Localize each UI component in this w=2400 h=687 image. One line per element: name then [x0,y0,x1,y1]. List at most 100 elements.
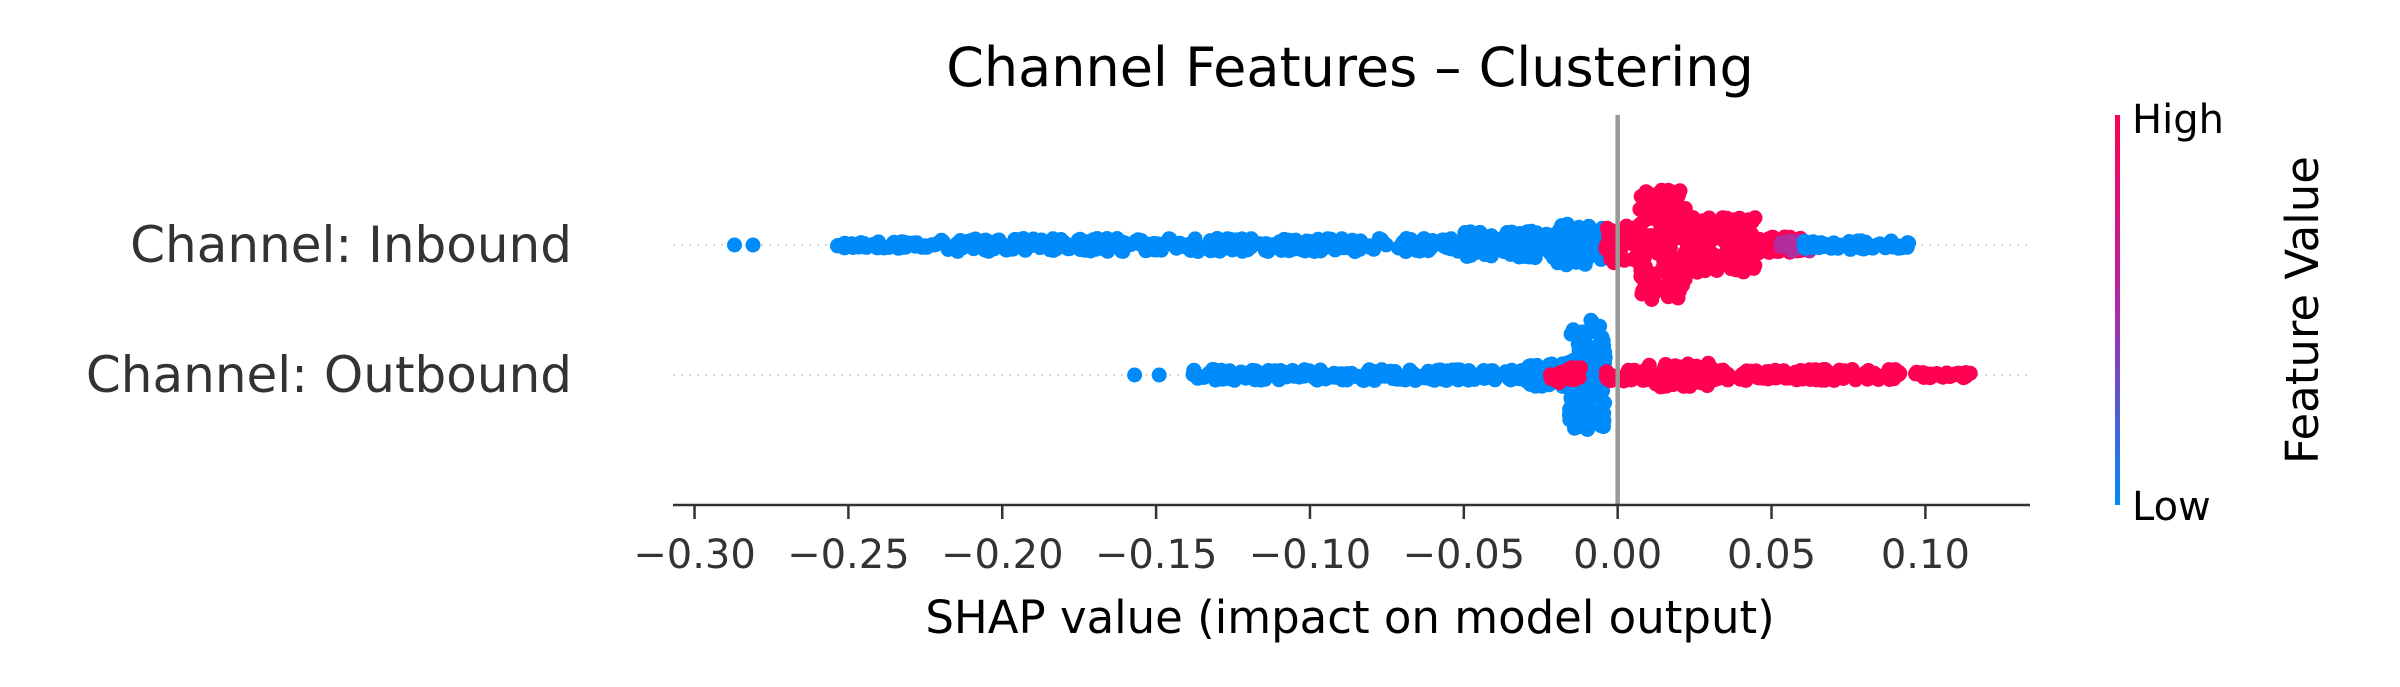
shap-point [1477,247,1493,263]
x-tick-label: −0.20 [941,532,1064,578]
beeswarm-points [727,182,1978,437]
feature-points [1127,312,1978,437]
shap-point [1910,365,1926,381]
shap-point [1638,186,1653,201]
shap-point [1688,231,1704,247]
shap-point [985,237,1001,253]
shap-point [1358,367,1374,383]
shap-point [1240,365,1256,381]
x-tick-label: −0.25 [787,532,910,578]
shap-point [1593,342,1609,358]
shap-point [1742,256,1758,272]
shap-point [1582,410,1598,426]
shap-point [1216,233,1231,249]
shap-point [1264,237,1280,253]
shap-point [1426,233,1442,249]
shap-point [1261,363,1276,378]
colorbar [2115,115,2120,505]
shap-point [1878,367,1893,383]
shap-point [884,238,900,254]
shap-point [1246,236,1262,252]
x-axis-ticks: −0.30 −0.25 −0.20 −0.15 −0.10 −0.05 0.00 0.05 0.… [633,505,1970,578]
shap-point [1557,370,1572,386]
feature-points [727,182,1917,307]
shap-point [851,239,867,255]
feature-labels: Channel: Inbound Channel: Outbound [86,216,572,404]
shap-point [1599,364,1615,380]
shap-point [1922,366,1938,382]
shap-point [1669,282,1685,298]
shap-point [1632,217,1648,232]
shap-point [1151,367,1167,383]
x-tick-label: −0.30 [633,532,756,578]
shap-point [1600,222,1616,238]
shap-point [1828,367,1844,383]
shap-point [1159,235,1175,251]
shap-point [1228,236,1244,252]
shap-point [1423,371,1438,387]
shap-point [1463,248,1479,263]
shap-point [1761,241,1777,257]
shap-point [1187,231,1203,247]
shap-point [1689,358,1704,374]
shap-point [1842,241,1858,257]
shap-point [1213,362,1229,378]
shap-point [1653,190,1668,206]
shap-point [1734,217,1750,233]
shap-point [1562,412,1578,428]
shap-point [727,237,742,253]
shap-point [1663,253,1679,269]
shap-point [1018,239,1034,255]
shap-point [1045,231,1061,247]
shap-point [1848,372,1864,388]
shap-point [1817,236,1833,252]
shap-point [745,237,761,253]
shap-point [1666,185,1681,201]
shap-point [1596,412,1612,428]
shap-point [1619,218,1634,234]
shap-point [1651,369,1667,385]
shap-point [1279,369,1294,385]
shap-point [1570,233,1586,249]
chart-title: Channel Features – Clustering [946,36,1754,99]
shap-point [1410,242,1426,257]
shap-point [1616,373,1632,389]
feature-label: Channel: Inbound [130,216,572,274]
shap-point [1309,372,1325,388]
shap-point [1597,395,1613,411]
shap-point [1641,357,1657,373]
x-tick-label: −0.10 [1249,532,1372,578]
shap-point [1729,228,1745,244]
shap-point [1296,362,1312,378]
shap-point [1316,238,1332,254]
shap-point [1137,240,1153,256]
shap-point [1701,210,1717,226]
shap-point [1677,370,1693,386]
shap-point [1276,234,1292,250]
shap-point [1127,367,1143,383]
shap-point [1750,370,1766,386]
shap-point [1411,368,1427,384]
shap-point [1389,370,1404,386]
shap-point [968,232,984,248]
shap-point [1552,222,1567,238]
shap-point [1581,220,1597,236]
x-tick-label: −0.05 [1403,532,1526,578]
shap-point [1958,368,1974,384]
shap-point [1697,262,1713,278]
shap-point [1326,365,1342,381]
shap-point [1206,242,1222,258]
shap-point [1598,241,1614,257]
shap-point [1691,246,1707,262]
shap-point [1440,240,1456,256]
shap-point [1348,236,1364,252]
shap-point [1648,277,1664,293]
shap-point [1799,234,1815,250]
shap-point [1655,232,1670,248]
shap-point [1398,231,1414,246]
shap-point [873,239,889,255]
shap-point [1856,241,1872,257]
feature-row-guides [673,244,2030,376]
shap-point [1685,210,1701,226]
